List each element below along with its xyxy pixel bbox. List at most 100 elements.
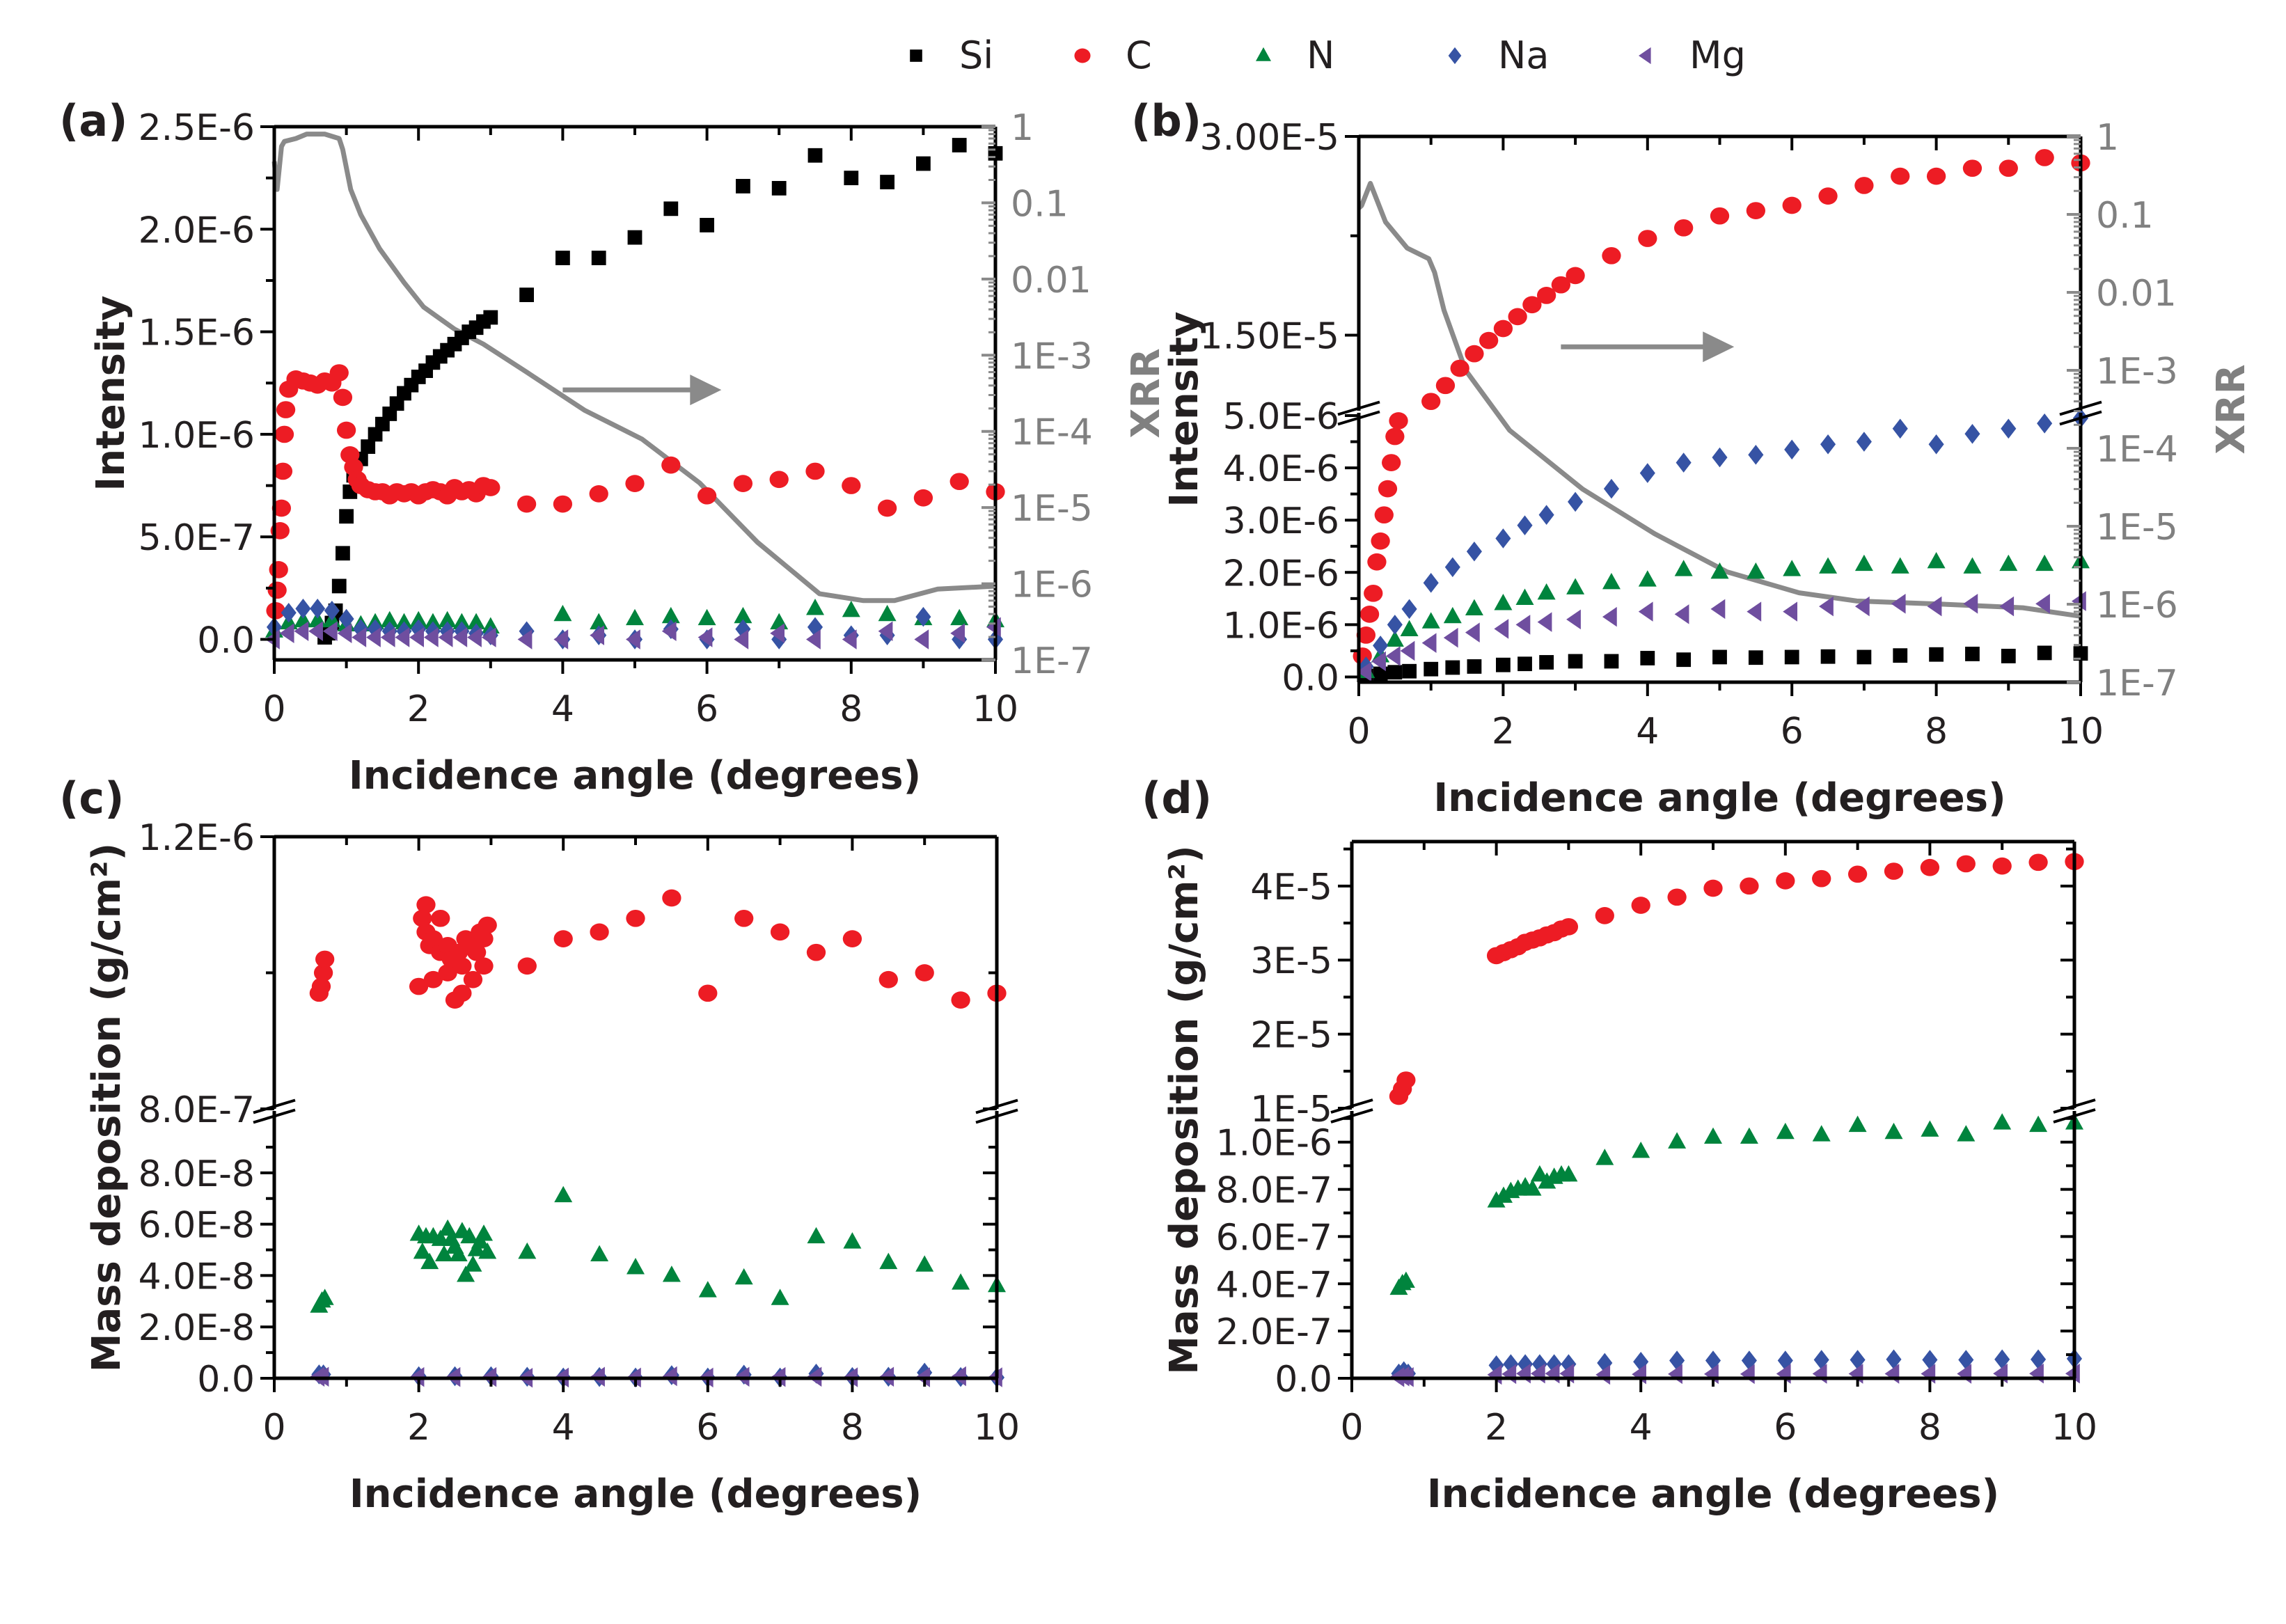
legend: Si C N Na Mg — [910, 33, 1746, 77]
data-point-mg — [1515, 615, 1531, 635]
data-point-n — [1674, 560, 1693, 576]
data-point-c — [315, 950, 335, 968]
data-point-mg — [481, 627, 496, 647]
data-point-n — [1957, 1125, 1976, 1142]
panel-c: (c) 0 2 4 6 8 10 Incidence angle (degrees) 1.2E-… — [59, 773, 1020, 1517]
data-point-c — [1385, 427, 1405, 446]
series-mg — [265, 617, 1001, 649]
series-n — [310, 1185, 1006, 1313]
y-tick-label: 0.0 — [1282, 657, 1339, 699]
data-point-mg — [1537, 612, 1552, 632]
x-tick-label: 4 — [1630, 1407, 1653, 1449]
data-point-c — [698, 984, 718, 1002]
data-point-mg — [2065, 1363, 2080, 1384]
data-point-c — [1356, 626, 1376, 644]
y2-tick-label: 0.01 — [2096, 273, 2177, 315]
data-point-n — [1595, 1149, 1614, 1165]
data-point-si — [700, 218, 714, 232]
series-c — [1353, 149, 2090, 665]
y-tick-label: 0.0 — [197, 620, 255, 662]
series-si — [1358, 645, 2088, 684]
data-point-c — [1674, 219, 1694, 237]
data-point-c — [1818, 187, 1838, 205]
data-point-c — [1435, 377, 1456, 395]
data-point-c — [413, 909, 432, 927]
data-point-n — [553, 604, 572, 622]
data-point-c — [466, 943, 487, 961]
data-point-mg — [294, 621, 309, 642]
data-point-n — [698, 1281, 717, 1298]
x-tick-label: 0 — [1340, 1407, 1363, 1449]
data-point-c — [951, 991, 970, 1009]
data-point-c — [625, 475, 645, 492]
data-point-c — [661, 456, 681, 474]
data-point-n — [1443, 606, 1462, 624]
data-point-si — [880, 175, 894, 189]
data-point-mg — [517, 629, 533, 649]
data-point-n — [478, 1242, 497, 1259]
data-point-c — [1884, 862, 1904, 880]
data-point-si — [1929, 647, 1944, 662]
data-point-mg — [423, 627, 439, 647]
y-axis-title: Mass deposition (g/cm²) — [1162, 845, 1207, 1374]
data-point-n — [806, 599, 824, 615]
data-point-c — [1559, 917, 1579, 936]
y-tick-label: 1E-5 — [1250, 1089, 1332, 1130]
data-point-mg — [1783, 601, 1797, 622]
data-point-c — [1508, 308, 1527, 326]
legend-marker-c — [1074, 48, 1091, 63]
data-point-n — [807, 1227, 826, 1244]
data-point-c — [878, 970, 898, 988]
data-point-c — [589, 485, 608, 503]
data-point-si — [807, 148, 823, 163]
x-tick-label: 8 — [839, 688, 862, 730]
x-tick-label: 6 — [1774, 1407, 1797, 1449]
data-point-c — [333, 388, 353, 407]
legend-label: Si — [959, 33, 993, 77]
data-point-c — [913, 489, 933, 507]
data-point-c — [474, 957, 494, 975]
data-point-na — [1546, 1354, 1562, 1374]
axis-break-mark — [253, 1098, 296, 1114]
data-point-na — [1777, 1350, 1793, 1371]
y2-tick-label: 0.1 — [1011, 183, 1069, 225]
data-point-si — [952, 138, 967, 152]
data-point-n — [409, 610, 428, 628]
data-point-mg — [661, 621, 677, 642]
legend-label: Mg — [1689, 33, 1746, 77]
y-tick-label: 5.0E-6 — [1223, 396, 1339, 438]
data-point-mg — [1710, 599, 1726, 620]
data-point-c — [1992, 857, 2012, 875]
y-tick-label: 4E-5 — [1250, 867, 1332, 908]
data-point-na — [1892, 418, 1908, 439]
y-axis-title: Intensity — [1162, 311, 1207, 507]
data-point-n — [1494, 594, 1513, 610]
data-point-c — [734, 909, 754, 927]
y-tick-label: 3.00E-5 — [1200, 117, 1339, 159]
series-mg — [1357, 591, 2086, 682]
y-axis-title: Mass deposition (g/cm²) — [84, 843, 129, 1372]
y-tick-label: 4.0E-8 — [139, 1256, 255, 1298]
x-tick-label: 2 — [407, 1407, 430, 1449]
y-tick-label: 1.2E-6 — [139, 817, 255, 859]
data-point-si — [1712, 649, 1727, 665]
panel-label: (c) — [59, 773, 124, 823]
data-point-na — [1748, 445, 1764, 465]
axis-break-mark — [1337, 410, 1380, 426]
panel-label: (b) — [1131, 95, 1201, 146]
data-point-c — [452, 984, 472, 1002]
data-point-n — [1400, 620, 1419, 637]
y-axis-title: Intensity — [88, 295, 134, 491]
data-point-mg — [1747, 601, 1762, 622]
data-point-c — [274, 425, 294, 443]
y-tick-label: 6.0E-8 — [139, 1205, 255, 1247]
data-point-n — [554, 1185, 573, 1203]
y2-tick-label: 1E-4 — [2096, 429, 2178, 471]
data-point-na — [1444, 557, 1460, 578]
data-point-mg — [986, 617, 1001, 638]
x-tick-label: 2 — [407, 688, 430, 730]
data-point-n — [1891, 557, 1909, 574]
data-point-mg — [553, 629, 569, 649]
data-point-c — [1962, 159, 1982, 178]
data-point-si — [663, 201, 679, 216]
